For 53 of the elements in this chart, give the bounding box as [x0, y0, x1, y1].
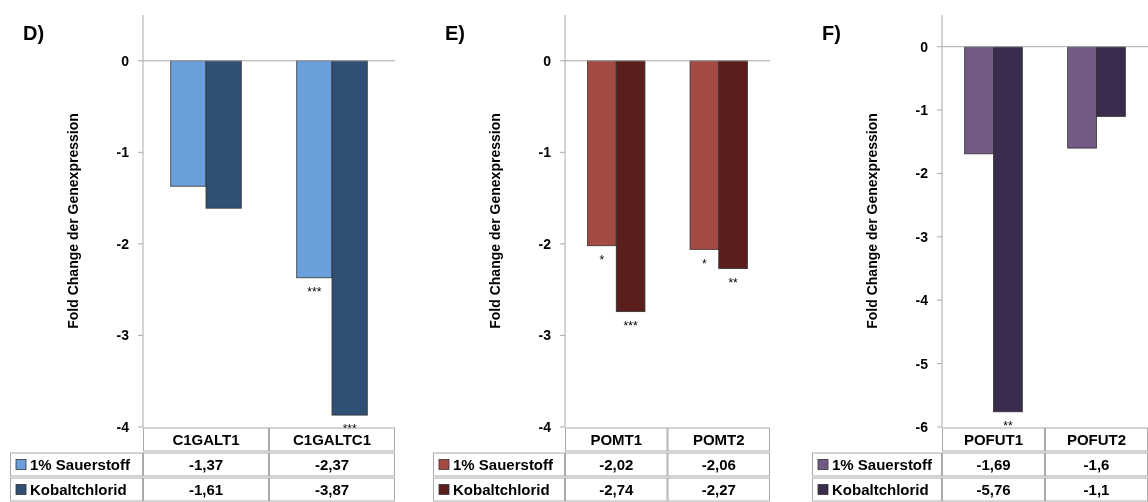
data-label: -1,37	[188, 455, 224, 473]
data-label: -2,37	[314, 455, 350, 473]
y-tick-label: 0	[920, 38, 929, 55]
legend-label: 1% Sauerstoff	[832, 455, 934, 473]
y-tick-label: -2	[116, 235, 130, 252]
annotation: **	[728, 275, 739, 290]
chart-title: F)	[822, 22, 841, 44]
y-tick-label: -1	[915, 101, 929, 118]
y-tick-label: -1	[116, 144, 130, 161]
y-tick-label: -3	[116, 327, 130, 344]
legend-label: 1% Sauerstoff	[30, 455, 132, 473]
y-tick-label: -2	[538, 235, 552, 252]
chart-title: E)	[445, 22, 465, 44]
x-tick-label: POMT1	[590, 430, 643, 448]
y-tick-label: -1	[538, 144, 552, 161]
y-tick-label: -4	[116, 418, 130, 435]
y-tick-label: -3	[538, 327, 552, 344]
annotation: ***	[623, 318, 638, 333]
data-label: -1,1	[1083, 480, 1110, 498]
annotation: ***	[307, 284, 322, 299]
x-tick-label: POMT2	[692, 430, 745, 448]
y-tick-label: -4	[915, 292, 929, 309]
data-label: -2,27	[701, 480, 736, 498]
legend-label: 1% Sauerstoff	[453, 455, 555, 473]
data-label: -1,69	[976, 455, 1011, 473]
data-label: -5,76	[976, 480, 1011, 498]
y-tick-label: -3	[915, 228, 929, 245]
y-axis-title: Fold Change der Genexpression	[65, 113, 81, 329]
y-tick-label: 0	[543, 52, 552, 69]
y-tick-label: 0	[121, 52, 130, 69]
legend-label: Kobaltchlorid	[30, 480, 127, 498]
data-label: -2,02	[599, 455, 634, 473]
annotation: **	[1003, 418, 1013, 433]
x-tick-label: POFUT2	[1066, 430, 1127, 448]
y-tick-label: -2	[915, 165, 929, 182]
y-tick-label: -4	[538, 418, 552, 435]
legend-label: Kobaltchlorid	[832, 480, 929, 498]
y-tick-label: -6	[915, 418, 929, 435]
data-label: -2,06	[701, 455, 736, 473]
x-tick-label: C1GALT1	[172, 430, 240, 448]
data-label: -2,74	[599, 480, 634, 498]
y-axis-title: Fold Change der Genexpression	[864, 113, 880, 329]
data-label: -1,6	[1083, 455, 1110, 473]
annotation: *	[599, 252, 605, 267]
data-label: -3,87	[314, 480, 350, 498]
data-label: -1,61	[188, 480, 224, 498]
y-tick-label: -5	[915, 355, 929, 372]
chart-title: D)	[23, 22, 45, 44]
y-axis-title: Fold Change der Genexpression	[487, 113, 503, 329]
x-tick-label: POFUT1	[963, 430, 1024, 448]
legend-label: Kobaltchlorid	[453, 480, 550, 498]
x-tick-label: C1GALTC1	[292, 430, 372, 448]
annotation: *	[702, 256, 708, 271]
